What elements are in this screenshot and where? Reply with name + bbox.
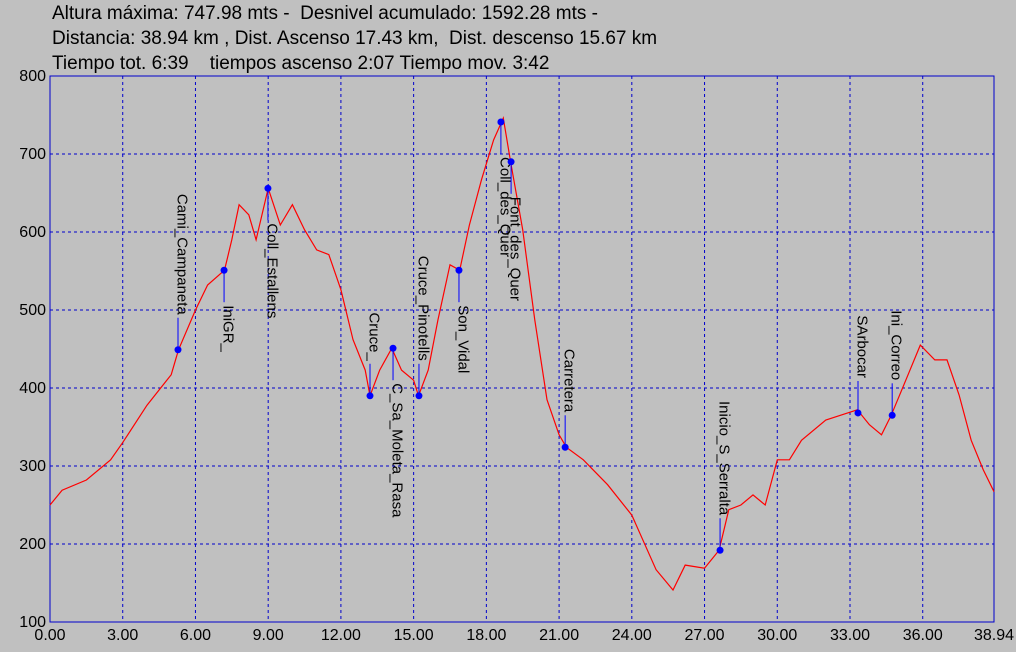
header-line: Distancia: 38.94 km , Dist. Ascenso 17.4… bbox=[52, 28, 657, 49]
y-tick-label: 100 bbox=[19, 614, 46, 631]
waypoint-label: C_Sa_Moleta_Rasa bbox=[389, 383, 406, 518]
y-tick-label: 800 bbox=[19, 68, 46, 85]
header-line: Tiempo tot. 6:39 tiempos ascenso 2:07 Ti… bbox=[52, 53, 549, 74]
y-tick-label: 700 bbox=[19, 146, 46, 163]
waypoint bbox=[389, 344, 397, 352]
waypoint bbox=[507, 158, 515, 166]
waypoint bbox=[455, 266, 463, 274]
x-tick-label: 38.94 bbox=[974, 627, 1014, 644]
waypoint-label: Ini_Correo bbox=[888, 310, 905, 380]
x-tick-label: 24.00 bbox=[612, 627, 652, 644]
y-tick-label: 400 bbox=[19, 380, 46, 397]
waypoint-label: Font_des_Quer bbox=[507, 197, 524, 301]
waypoint-label: Cami_Campaneta bbox=[174, 194, 191, 316]
x-tick-label: 30.00 bbox=[757, 627, 797, 644]
x-tick-label: 3.00 bbox=[107, 627, 138, 644]
x-tick-label: 6.00 bbox=[180, 627, 211, 644]
x-tick-label: 15.00 bbox=[394, 627, 434, 644]
waypoint bbox=[174, 346, 182, 354]
waypoint bbox=[220, 266, 228, 274]
header-line: Altura máxima: 747.98 mts - Desnivel acu… bbox=[52, 3, 598, 24]
waypoint bbox=[415, 392, 423, 400]
y-tick-label: 500 bbox=[19, 302, 46, 319]
x-tick-label: 33.00 bbox=[830, 627, 870, 644]
x-tick-label: 36.00 bbox=[903, 627, 943, 644]
waypoint-label: SArbocar bbox=[854, 315, 871, 378]
x-tick-label: 18.00 bbox=[466, 627, 506, 644]
waypoint bbox=[888, 411, 896, 419]
y-tick-label: 600 bbox=[19, 224, 46, 241]
waypoint bbox=[561, 443, 569, 451]
waypoint bbox=[497, 118, 505, 126]
x-tick-label: 12.00 bbox=[321, 627, 361, 644]
plot-frame bbox=[49, 75, 995, 623]
waypoint bbox=[716, 546, 724, 554]
x-tick-label: 9.00 bbox=[253, 627, 284, 644]
waypoint bbox=[366, 392, 374, 400]
waypoint-label: Coll_des_Quer bbox=[496, 157, 513, 257]
y-tick-label: 300 bbox=[19, 458, 46, 475]
elevation-line bbox=[49, 116, 995, 592]
x-tick-label: 27.00 bbox=[685, 627, 725, 644]
waypoint-label: Cruce_ bbox=[366, 312, 383, 361]
waypoint-label: Cruce_Pinotells bbox=[414, 256, 431, 361]
waypoint bbox=[264, 184, 272, 192]
waypoint-label: Son_Vidal bbox=[454, 305, 471, 373]
waypoint-label: IniGR_ bbox=[220, 305, 237, 352]
x-tick-label: 0.00 bbox=[34, 627, 65, 644]
x-tick-label: 21.00 bbox=[539, 627, 579, 644]
waypoint-label: Inicio_S_Serralta bbox=[716, 401, 733, 516]
waypoint-label: Carretera bbox=[561, 349, 578, 413]
waypoint-label: Coll_Estallens bbox=[263, 223, 280, 318]
waypoint bbox=[854, 409, 862, 417]
y-tick-label: 200 bbox=[19, 536, 46, 553]
